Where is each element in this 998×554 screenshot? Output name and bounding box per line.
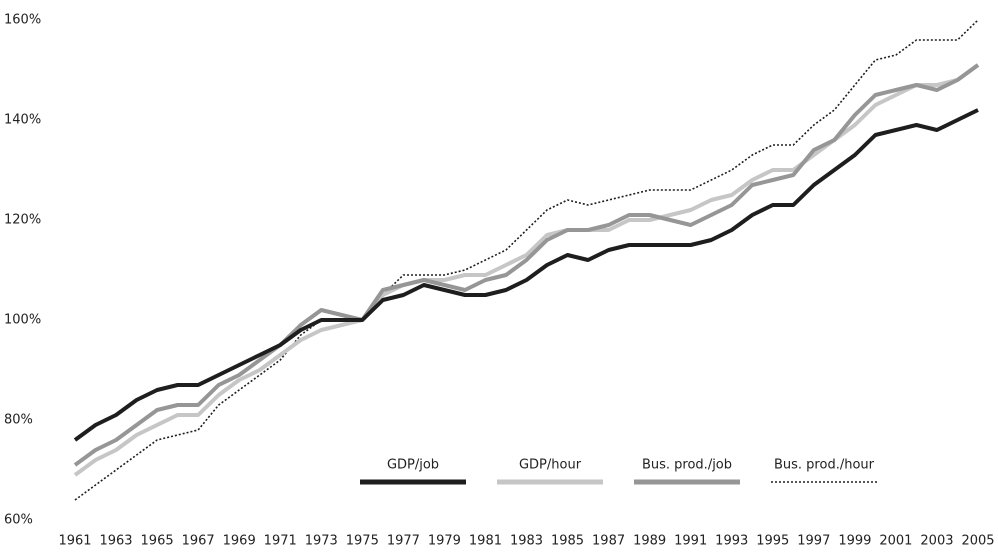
x-tick-label: 1999 xyxy=(838,534,871,549)
legend-label: Bus. prod./hour xyxy=(774,458,875,473)
series-line xyxy=(74,19,979,501)
x-tick-label: 1995 xyxy=(756,534,789,549)
x-tick-label: 1985 xyxy=(551,534,584,549)
series-line xyxy=(73,108,979,442)
x-tick-label: 1981 xyxy=(469,534,502,549)
y-tick-label: 80% xyxy=(4,413,33,428)
y-tick-label: 140% xyxy=(4,113,41,128)
x-tick-label: 1997 xyxy=(797,534,830,549)
y-tick-label: 160% xyxy=(4,13,41,28)
series-line xyxy=(73,63,980,477)
x-tick-label: 1965 xyxy=(141,534,174,549)
x-tick-label: 1983 xyxy=(510,534,543,549)
x-tick-label: 1977 xyxy=(387,534,420,549)
x-tick-label: 1971 xyxy=(264,534,297,549)
x-tick-label: 1975 xyxy=(346,534,379,549)
legend-label: GDP/job xyxy=(387,458,439,473)
x-tick-label: 2001 xyxy=(879,534,912,549)
y-tick-label: 120% xyxy=(4,213,41,228)
x-tick-label: 1991 xyxy=(674,534,707,549)
x-tick-label: 1967 xyxy=(182,534,215,549)
x-tick-label: 1963 xyxy=(99,534,132,549)
x-tick-label: 1989 xyxy=(633,534,666,549)
x-tick-label: 2003 xyxy=(920,534,953,549)
x-tick-label: 2005 xyxy=(961,534,994,549)
x-tick-label: 1993 xyxy=(715,534,748,549)
y-tick-label: 100% xyxy=(4,313,41,328)
x-tick-label: 1987 xyxy=(592,534,625,549)
legend-label: GDP/hour xyxy=(519,458,582,473)
legend-label: Bus. prod./job xyxy=(642,458,732,473)
x-tick-label: 1973 xyxy=(305,534,338,549)
series-line xyxy=(73,63,980,467)
y-tick-label: 60% xyxy=(4,513,33,528)
x-tick-label: 1979 xyxy=(428,534,461,549)
x-tick-label: 1961 xyxy=(58,534,91,549)
x-tick-label: 1969 xyxy=(223,534,256,549)
